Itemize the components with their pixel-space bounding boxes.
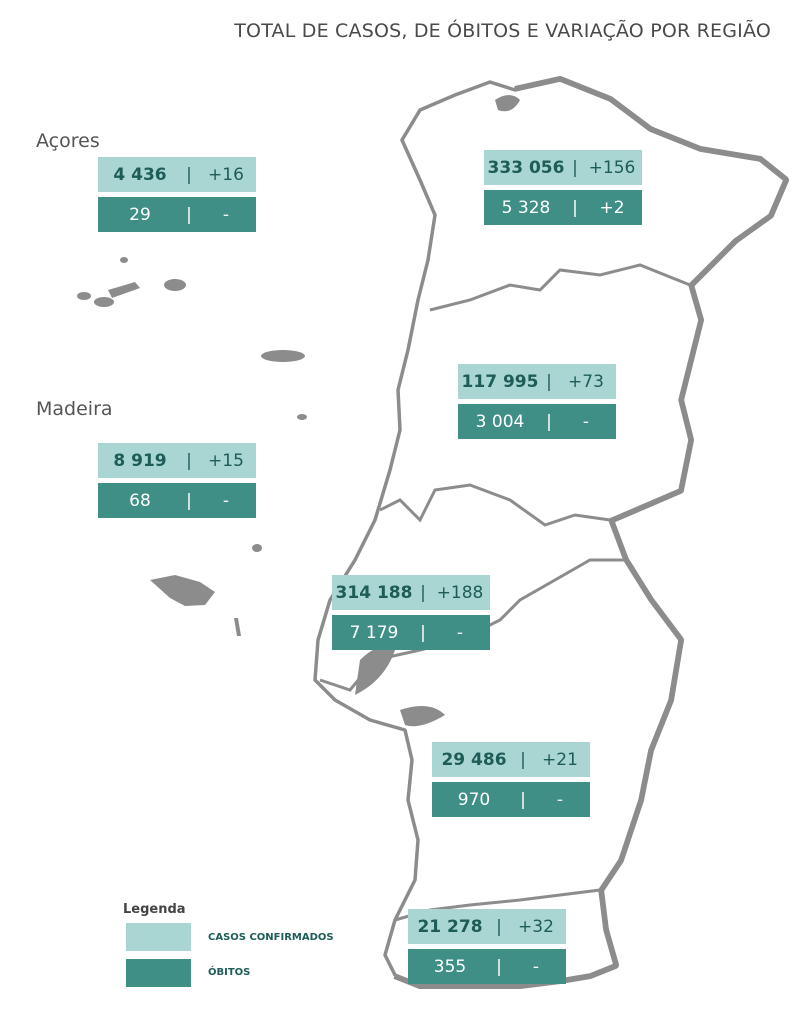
- legend-title: Legenda: [123, 902, 186, 917]
- cases-delta: +21: [542, 749, 578, 770]
- deaths-row: 68 | -: [98, 483, 256, 518]
- legend-deaths-label: ÓBITOS: [208, 967, 251, 978]
- separator: |: [420, 582, 426, 603]
- cases-delta: +188: [436, 582, 484, 603]
- madeira-label: Madeira: [36, 398, 113, 420]
- deaths-value: 970: [457, 789, 491, 810]
- cases-value: 21 278: [417, 916, 483, 937]
- deaths-row: 970 | -: [432, 782, 590, 817]
- deaths-row: 3 004 | -: [458, 404, 616, 439]
- cases-row: 117 995 | +73: [458, 364, 616, 399]
- deaths-delta: -: [532, 956, 540, 977]
- deaths-value: 5 328: [501, 197, 551, 218]
- separator: |: [186, 204, 192, 225]
- deaths-row: 29 | -: [98, 197, 256, 232]
- cases-row: 333 056 | +156: [484, 150, 642, 185]
- stat-box-acores: 4 436 | +16 29 | -: [98, 157, 256, 232]
- cases-delta: +73: [568, 371, 604, 392]
- tagus-estuary: [355, 646, 395, 695]
- deaths-value: 7 179: [349, 622, 399, 643]
- separator: |: [546, 371, 552, 392]
- truncated-character: ): [0, 20, 1, 42]
- cases-row: 29 486 | +21: [432, 742, 590, 777]
- cases-value: 8 919: [113, 450, 167, 471]
- divider-centro-lisboa: [379, 483, 611, 527]
- cases-value: 333 056: [487, 157, 565, 178]
- cases-row: 8 919 | +15: [98, 443, 256, 478]
- separator: |: [186, 164, 192, 185]
- separator: |: [520, 749, 526, 770]
- cases-value: 29 486: [441, 749, 507, 770]
- deaths-delta: -: [556, 789, 564, 810]
- stat-box-alentejo: 29 486 | +21 970 | -: [432, 742, 590, 817]
- stat-box-algarve: 21 278 | +32 355 | -: [408, 909, 566, 984]
- separator: |: [572, 157, 578, 178]
- deaths-row: 355 | -: [408, 949, 566, 984]
- separator: |: [520, 789, 526, 810]
- cases-value: 4 436: [113, 164, 167, 185]
- deaths-delta: -: [222, 204, 230, 225]
- deaths-delta: -: [222, 490, 230, 511]
- deaths-delta: -: [582, 411, 590, 432]
- legend-deaths-swatch: [126, 959, 191, 987]
- separator: |: [496, 956, 502, 977]
- acores-label: Açores: [36, 130, 100, 152]
- stat-box-madeira: 8 919 | +15 68 | -: [98, 443, 256, 518]
- deaths-value: 29: [129, 204, 151, 225]
- cases-value: 117 995: [461, 371, 539, 392]
- azores-islands: [77, 257, 307, 420]
- cases-delta: +32: [518, 916, 554, 937]
- separator: |: [496, 916, 502, 937]
- deaths-delta: +2: [599, 197, 625, 218]
- stat-box-norte: 333 056 | +156 5 328 | +2: [484, 150, 642, 225]
- legend-cases-label: CASOS CONFIRMADOS: [208, 932, 334, 943]
- norte-lake: [495, 95, 520, 112]
- cases-value: 314 188: [335, 582, 413, 603]
- cases-row: 21 278 | +32: [408, 909, 566, 944]
- separator: |: [186, 450, 192, 471]
- cases-row: 314 188 | +188: [332, 575, 490, 610]
- deaths-delta: -: [456, 622, 464, 643]
- separator: |: [186, 490, 192, 511]
- cases-delta: +156: [588, 157, 636, 178]
- page-title: TOTAL DE CASOS, DE ÓBITOS E VARIAÇÃO POR…: [234, 20, 771, 42]
- deaths-row: 5 328 | +2: [484, 190, 642, 225]
- stat-box-lisboa: 314 188 | +188 7 179 | -: [332, 575, 490, 650]
- cases-delta: +16: [208, 164, 244, 185]
- deaths-value: 68: [129, 490, 151, 511]
- madeira-islands: [150, 544, 262, 636]
- separator: |: [420, 622, 426, 643]
- divider-norte-centro: [429, 263, 691, 312]
- separator: |: [572, 197, 578, 218]
- deaths-value: 355: [433, 956, 467, 977]
- separator: |: [546, 411, 552, 432]
- cases-row: 4 436 | +16: [98, 157, 256, 192]
- cases-delta: +15: [208, 450, 244, 471]
- deaths-value: 3 004: [475, 411, 525, 432]
- sado-estuary: [400, 706, 445, 727]
- legend-cases-swatch: [126, 923, 191, 951]
- deaths-row: 7 179 | -: [332, 615, 490, 650]
- stat-box-centro: 117 995 | +73 3 004 | -: [458, 364, 616, 439]
